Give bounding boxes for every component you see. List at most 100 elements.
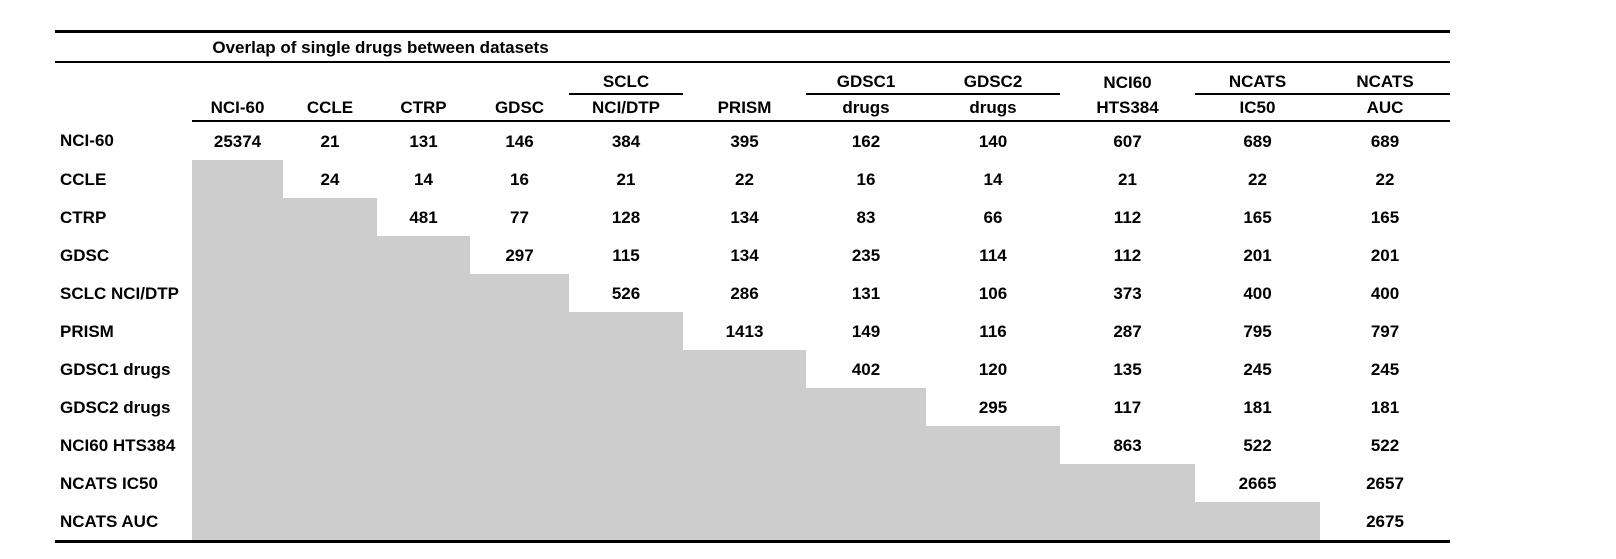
shaded-cell (377, 350, 470, 388)
column-header-top: NCATS (1320, 62, 1451, 95)
overlap-value-cell: 607 (1113, 131, 1142, 151)
column-header-top (470, 62, 569, 94)
overlap-value-cell: 795 (1243, 321, 1272, 341)
shaded-cell (569, 350, 684, 388)
overlap-value-cell: 22 (735, 169, 754, 189)
shaded-cell (192, 350, 283, 388)
shaded-cell (283, 388, 377, 426)
matrix-row: PRISM 1413 149 116 287 795 797 (55, 312, 1450, 350)
overlap-value-cell: 286 (730, 283, 759, 303)
overlap-value-cell: 135 (1113, 359, 1142, 379)
shaded-cell (926, 502, 1061, 542)
row-label: CTRP (60, 207, 107, 227)
row-label: GDSC1 drugs (60, 359, 171, 379)
shaded-cell (377, 502, 470, 542)
overlap-value-cell: 16 (856, 169, 876, 189)
shaded-cell (283, 502, 377, 542)
overlap-value-cell: 14 (983, 169, 1003, 189)
overlap-value-cell: 131 (851, 283, 881, 303)
shaded-cell (926, 464, 1061, 502)
overlap-value-cell: 22 (1248, 169, 1267, 189)
shaded-cell (283, 464, 377, 502)
shaded-cell (192, 160, 283, 198)
column-header: CTRP (377, 94, 470, 122)
shaded-cell (569, 502, 684, 542)
overlap-value-cell: 131 (409, 131, 438, 151)
column-header-row: NCI-60 CCLE CTRP GDSC NCI/DTP PRISM drugs drugs… (55, 94, 1451, 122)
shaded-cell (283, 350, 377, 388)
column-header-top (283, 62, 377, 94)
overlap-value-cell: 245 (1370, 359, 1400, 379)
shaded-cell (283, 236, 377, 274)
overlap-value-cell: 797 (1370, 321, 1400, 341)
shaded-cell (569, 388, 684, 426)
overlap-value-cell: 235 (851, 245, 881, 265)
column-header: drugs (926, 94, 1061, 122)
column-group-header-row: SCLC GDSC1 GDSC2 NCI60 NCATS NCATS (55, 62, 1451, 95)
overlap-value-cell: 140 (978, 131, 1008, 151)
shaded-cell (470, 502, 570, 542)
shaded-cell (683, 426, 807, 464)
shaded-cell (926, 426, 1061, 464)
overlap-value-cell: 402 (851, 359, 881, 379)
matrix-row: NCATS IC50 2665 2657 (55, 464, 1450, 502)
shaded-cell (192, 274, 283, 312)
overlap-value-cell: 146 (505, 131, 534, 151)
matrix-row: GDSC 297 115 134 235 114 112 201 201 (55, 236, 1450, 274)
column-header-top: GDSC2 (926, 62, 1061, 95)
overlap-value-cell: 134 (730, 245, 759, 265)
overlap-value-cell: 117 (1113, 397, 1142, 417)
shaded-cell (192, 236, 283, 274)
overlap-value-cell: 297 (505, 245, 534, 265)
column-header: NCI/DTP (569, 94, 684, 122)
row-label: SCLC NCI/DTP (60, 283, 179, 303)
overlap-value-cell: 112 (1113, 207, 1142, 227)
column-header-top: NCATS (1195, 62, 1321, 95)
shaded-cell (470, 350, 570, 388)
overlap-value-cell: 384 (611, 131, 641, 151)
overlap-value-cell: 83 (856, 207, 876, 227)
overlap-value-cell: 373 (1113, 283, 1142, 303)
title-row: Overlap of single drugs between datasets (55, 31, 1451, 63)
overlap-value-cell: 201 (1243, 245, 1272, 265)
shaded-cell (569, 426, 684, 464)
overlap-value-cell: 24 (320, 169, 340, 189)
shaded-cell (1060, 502, 1196, 542)
column-header: drugs (806, 94, 927, 122)
column-header: PRISM (683, 94, 807, 122)
overlap-value-cell: 25374 (213, 131, 262, 151)
overlap-value-cell: 21 (1118, 169, 1137, 189)
overlap-value-cell: 14 (414, 169, 433, 189)
overlap-value-cell: 395 (730, 131, 759, 151)
shaded-cell (192, 198, 283, 236)
column-header-top: GDSC1 (806, 62, 927, 95)
overlap-value-cell: 2675 (1366, 511, 1404, 531)
row-label: NCI60 HTS384 (60, 435, 176, 455)
row-label: GDSC2 drugs (60, 397, 171, 417)
overlap-value-cell: 2665 (1238, 473, 1277, 493)
overlap-value-cell: 181 (1370, 397, 1400, 417)
shaded-cell (470, 312, 570, 350)
column-header-top (377, 62, 470, 94)
overlap-value-cell: 21 (320, 131, 340, 151)
shaded-cell (283, 198, 377, 236)
shaded-cell (283, 426, 377, 464)
shaded-cell (192, 312, 283, 350)
overlap-value-cell: 245 (1243, 359, 1272, 379)
overlap-value-cell: 21 (616, 169, 636, 189)
overlap-value-cell: 162 (851, 131, 881, 151)
shaded-cell (683, 350, 807, 388)
matrix-row: SCLC NCI/DTP 526 286 131 106 373 400 400 (55, 274, 1450, 312)
shaded-cell (192, 426, 283, 464)
column-header: AUC (1320, 94, 1451, 122)
matrix-row: NCI-60 25374 21 131 146 384 395 162 140 607 689 689 (55, 121, 1450, 160)
overlap-value-cell: 77 (510, 207, 529, 227)
shaded-cell (569, 464, 684, 502)
row-label: PRISM (60, 321, 114, 341)
shaded-cell (192, 464, 283, 502)
column-header-top (192, 62, 283, 94)
shaded-cell (1195, 502, 1321, 542)
column-header: HTS384 (1060, 94, 1196, 122)
column-header-top: NCI60 (1103, 73, 1152, 92)
shaded-cell (806, 426, 927, 464)
